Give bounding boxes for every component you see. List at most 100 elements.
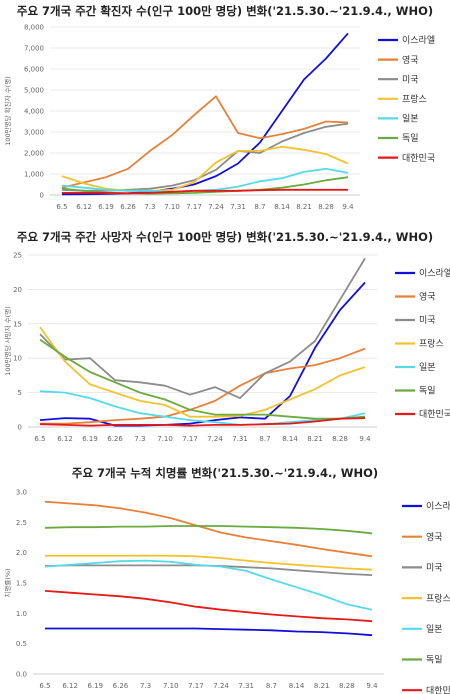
series-line <box>39 257 366 400</box>
series-line <box>45 627 373 637</box>
legend-label: 프랑스 <box>426 592 450 604</box>
y-axis-label: 100만명당 사망자 수(명) <box>3 306 12 375</box>
y-axis-label: 100만명당 확진자 수(명) <box>3 76 12 145</box>
legend-label: 독일 <box>419 386 436 397</box>
y-tick-label: 0 <box>18 424 22 432</box>
series-line <box>39 390 366 426</box>
x-tick-label: 6.19 <box>88 682 104 690</box>
x-tick-label: 8.28 <box>339 682 355 690</box>
y-tick-label: 2.0 <box>16 549 27 557</box>
x-tick-label: 7.24 <box>213 682 229 690</box>
y-tick-label: 8,000 <box>24 24 44 32</box>
x-tick-label: 7.10 <box>163 682 179 690</box>
legend-label: 미국 <box>426 563 443 574</box>
x-tick-label: 7.31 <box>232 435 248 443</box>
y-tick-label: 2.5 <box>16 519 27 527</box>
cumulative-fatality-plot: 0.0 0.5 1.0 1.5 2.0 2.5 3.0 6.5 6.12 6.19 6.26 7.3 7… <box>3 489 450 694</box>
series-line <box>39 281 366 427</box>
y-tick-label: 20 <box>13 286 22 294</box>
y-tick-label: 3.0 <box>16 489 27 497</box>
series-line <box>61 95 349 189</box>
legend-label: 이스라엘 <box>426 501 450 512</box>
series-line <box>39 326 366 418</box>
y-tick-label: 1.5 <box>16 580 27 588</box>
series-line <box>44 500 373 558</box>
legend-label: 영국 <box>419 292 436 303</box>
series-line <box>40 347 366 425</box>
legend-label: 독일 <box>402 133 419 144</box>
y-tick-label: 6,000 <box>24 66 44 74</box>
legend-label: 영국 <box>426 532 443 543</box>
x-tick-label: 8.21 <box>314 682 330 690</box>
x-tick-label: 7.17 <box>182 435 198 443</box>
series-line <box>39 338 366 420</box>
series-line <box>44 559 373 611</box>
chart-title: 주요 7개국 주간 확진자 수(인구 100만 명당) 변화('21.5.30.… <box>16 4 434 18</box>
legend-label: 이스라엘 <box>419 268 450 279</box>
x-tick-label: 7.3 <box>140 682 151 690</box>
y-tick-label: 2,000 <box>24 150 44 158</box>
x-tick-label: 9.4 <box>366 682 378 690</box>
series-line <box>44 590 373 623</box>
y-axis-label: 치명률(%) <box>3 568 12 597</box>
x-tick-label: 6.5 <box>39 682 50 690</box>
y-tick-label: 7,000 <box>24 45 44 53</box>
legend-label: 프랑스 <box>419 338 444 350</box>
x-tick-label: 6.19 <box>98 203 114 211</box>
y-tick-label: 15 <box>13 320 22 328</box>
series-line <box>39 417 366 427</box>
x-tick-label: 7.3 <box>144 203 155 211</box>
series-line <box>62 188 348 195</box>
x-tick-label: 7.3 <box>134 435 145 443</box>
y-tick-label: 0.0 <box>16 671 27 679</box>
legend-label: 대한민국 <box>402 153 435 164</box>
x-tick-label: 8.7 <box>259 435 270 443</box>
y-tick-label: 0.5 <box>16 640 27 648</box>
x-tick-label: 8.28 <box>332 435 348 443</box>
x-tick-label: 8.14 <box>282 435 298 443</box>
legend-label: 프랑스 <box>402 93 427 105</box>
x-tick-label: 6.12 <box>76 203 92 211</box>
x-tick-label: 7.17 <box>186 203 202 211</box>
x-tick-label: 8.28 <box>318 203 334 211</box>
legend-label: 독일 <box>426 655 443 666</box>
x-tick-label: 8.21 <box>307 435 323 443</box>
x-tick-label: 6.26 <box>120 203 136 211</box>
legend-label: 이스라엘 <box>402 35 435 46</box>
x-tick-label: 6.12 <box>57 435 73 443</box>
legend-label: 미국 <box>402 74 419 85</box>
x-tick-label: 7.10 <box>164 203 180 211</box>
x-tick-label: 7.31 <box>238 682 254 690</box>
x-tick-label: 6.26 <box>113 682 129 690</box>
y-tick-label: 5 <box>18 389 22 397</box>
series-line <box>61 145 349 192</box>
y-tick-label: 10 <box>13 355 22 363</box>
x-tick-label: 7.17 <box>188 682 204 690</box>
series-line <box>61 32 349 196</box>
series-line <box>45 554 373 571</box>
x-tick-label: 7.24 <box>208 203 224 211</box>
x-tick-label: 9.4 <box>342 203 354 211</box>
x-tick-label: 7.10 <box>157 435 173 443</box>
y-tick-label: 1,000 <box>24 171 44 179</box>
x-tick-label: 9.4 <box>359 435 371 443</box>
legend-label: 대한민국 <box>419 409 450 420</box>
legend-label: 일본 <box>426 624 443 635</box>
x-tick-label: 6.19 <box>82 435 98 443</box>
x-tick-label: 8.7 <box>266 682 277 690</box>
x-tick-label: 8.14 <box>274 203 290 211</box>
legend-label: 대한민국 <box>426 685 450 694</box>
x-tick-label: 7.31 <box>230 203 246 211</box>
y-tick-label: 3,000 <box>24 129 44 137</box>
x-tick-label: 7.24 <box>207 435 223 443</box>
series-line <box>44 525 373 535</box>
x-tick-label: 8.21 <box>296 203 312 211</box>
y-tick-label: 25 <box>13 252 22 260</box>
y-tick-label: 4,000 <box>24 108 44 116</box>
weekly-cases-plot: 0 1,000 2,000 3,000 4,000 5,000 6,000 7,000 8,00… <box>3 24 435 212</box>
x-tick-label: 6.26 <box>107 435 123 443</box>
legend-label: 영국 <box>402 55 419 66</box>
x-tick-label: 6.5 <box>34 435 45 443</box>
y-tick-label: 5,000 <box>24 87 44 95</box>
weekly-deaths-plot: 0 5 10 15 20 25 6.5 6.12 6.19 6.26 7.3 7.10 7.17 7.24… <box>3 252 450 444</box>
